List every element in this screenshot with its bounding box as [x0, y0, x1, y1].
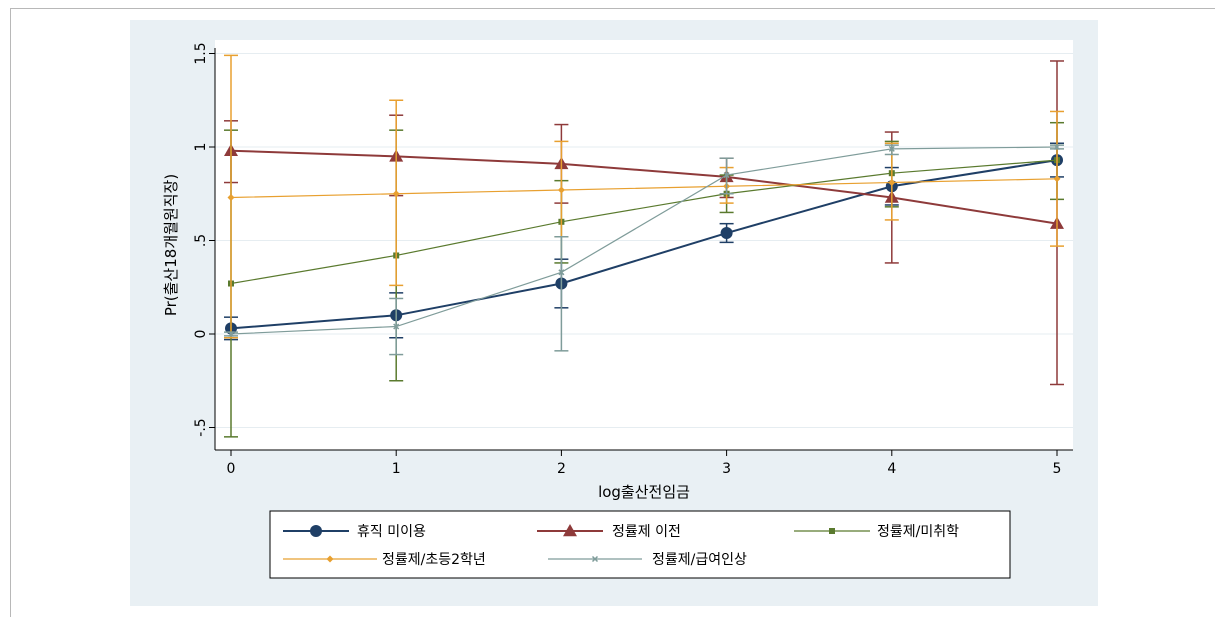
series-4-point-3: [723, 172, 730, 179]
series-4-point-5: [1053, 143, 1061, 151]
y-axis-label: Pr(출산18개월원직장): [162, 174, 180, 316]
series-3-point-0: [227, 193, 235, 201]
legend-label-3: 정률제/초등2학년: [382, 552, 486, 568]
figure-frame: [10, 8, 1215, 617]
legend-swatch-marker-1: [563, 524, 577, 537]
legend-swatch-marker-3: [326, 555, 334, 563]
series-4-line: [230, 146, 1058, 335]
plot-area: [215, 40, 1073, 450]
series-3-point-4: [888, 179, 896, 187]
legend-item-3: 정률제/초등2학년: [283, 552, 486, 568]
legend-label-2: 정률제/미취학: [877, 524, 959, 540]
series-3: [224, 54, 1064, 339]
legend-swatch-marker-2: [829, 528, 835, 534]
legend-item-4: 정률제/급여인상: [548, 552, 747, 568]
y-tick-label-4: 1.5: [193, 42, 209, 64]
legend-item-2: 정률제/미취학: [794, 524, 959, 540]
x-tick-label-3: 3: [722, 461, 731, 477]
series-4-point-2: [558, 269, 565, 276]
series-2-line: [230, 159, 1058, 285]
y-tick-label-3: 1: [193, 143, 209, 152]
x-tick-label-0: 0: [227, 461, 236, 477]
series-4-point-0: [227, 330, 235, 338]
axes: -.5 0 .5 1 1.5 0 1 2 3 4 5: [193, 42, 1073, 477]
series-3-point-2: [557, 186, 565, 194]
x-axis-label: log출산전임금: [598, 483, 690, 501]
legend-label-4: 정률제/급여인상: [652, 552, 747, 568]
series-3-point-5: [1053, 175, 1061, 183]
series-4: [224, 143, 1064, 356]
legend-box: [269, 510, 1011, 579]
legend-swatch-marker-4: [591, 555, 599, 563]
y-tick-label-0: -.5: [193, 418, 209, 436]
y-tick-label-2: .5: [193, 234, 209, 247]
grid: [215, 53, 1073, 428]
legend-item-1: 정률제 이전: [537, 524, 681, 540]
x-tick-label-4: 4: [887, 461, 896, 477]
series-4-point-4: [888, 145, 895, 152]
x-tick-label-2: 2: [557, 461, 566, 477]
legend-swatch-marker-0: [310, 525, 322, 537]
legend-item-0: 휴직 미이용: [283, 524, 426, 540]
series-4-point-1: [393, 323, 400, 330]
y-tick-label-1: 0: [193, 330, 209, 339]
series-3-point-1: [392, 190, 400, 198]
series-1-line: [230, 149, 1058, 225]
x-tick-label-5: 5: [1053, 461, 1062, 477]
series-layer: [224, 54, 1064, 438]
legend-label-1: 정률제 이전: [612, 524, 681, 540]
x-tick-label-1: 1: [392, 461, 401, 477]
series-0-point-3: [720, 227, 733, 240]
legend-label-0: 휴직 미이용: [357, 524, 426, 540]
series-3-line: [230, 178, 1058, 199]
